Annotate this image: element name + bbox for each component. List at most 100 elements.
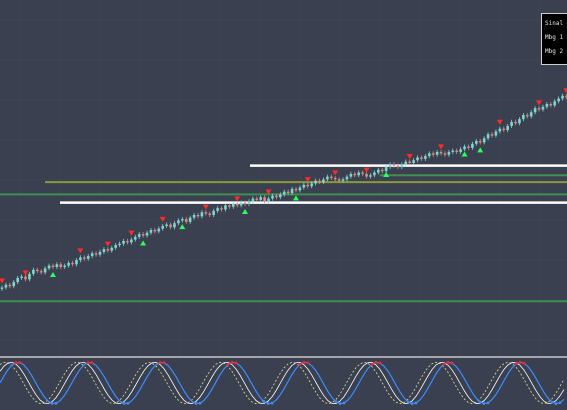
candle-bull — [137, 234, 141, 237]
candle-bear — [141, 234, 145, 236]
oscillator-extreme-dot — [406, 400, 410, 404]
oscillator-panel[interactable] — [0, 356, 567, 410]
candle-bear — [329, 176, 333, 178]
candle-bull — [20, 276, 23, 278]
oscillator-extreme-dot — [522, 361, 526, 365]
candle-bull — [157, 228, 161, 232]
candle-bear — [490, 134, 494, 136]
oscillator-extreme-dot — [162, 361, 166, 365]
oscillator-extreme-dot — [126, 401, 130, 405]
candle-bull — [12, 282, 16, 287]
candle-bear — [408, 161, 411, 163]
candle-bear — [153, 230, 157, 232]
candle-bull — [541, 106, 545, 110]
buy-signal-marker — [461, 151, 468, 157]
candle-bear — [294, 188, 298, 191]
candle-bull — [326, 176, 329, 180]
candle-bull — [486, 134, 490, 139]
candle-bull — [63, 265, 67, 267]
oscillator-extreme-dot — [234, 361, 238, 365]
oscillator-extreme-dot — [158, 361, 162, 364]
sell-signal-marker — [22, 270, 29, 276]
candle-bear — [59, 264, 63, 267]
candle-bear — [525, 115, 529, 117]
signal-markers — [0, 88, 567, 284]
candle-bull — [55, 264, 59, 267]
candle-bull — [447, 151, 451, 155]
candle-bear — [35, 269, 39, 272]
candle-bull — [181, 219, 184, 221]
candle-bear — [318, 180, 321, 183]
candle-bear — [220, 208, 223, 210]
candle-bear — [514, 121, 517, 124]
buy-signal-marker — [242, 209, 249, 215]
legend-mbg1: Mbg 1 = — [545, 34, 567, 41]
candle-bull — [271, 195, 274, 199]
oscillator-extreme-dot — [442, 362, 446, 366]
chart-grid — [0, 0, 567, 356]
candle-bull — [369, 175, 372, 177]
candle-bear — [455, 150, 459, 152]
candle-bull — [247, 201, 251, 205]
candle-bull — [149, 230, 153, 233]
candle-bear — [235, 204, 239, 206]
oscillator-extreme-dot — [486, 401, 490, 405]
candle-bull — [322, 179, 325, 183]
candle-bear — [478, 141, 482, 143]
candle-bull — [267, 198, 270, 202]
candle-bull — [86, 256, 90, 259]
oscillator-extreme-dot — [14, 361, 18, 365]
candle-bull — [110, 247, 114, 251]
candle-bull — [349, 173, 353, 177]
price-chart[interactable] — [0, 0, 567, 356]
candle-bull — [75, 260, 78, 265]
candle-bull — [161, 225, 165, 229]
oscillator-extreme-dot — [478, 400, 482, 404]
candle-bull — [510, 121, 513, 126]
oscillator-fast-line — [0, 361, 565, 405]
candle-bear — [51, 265, 55, 267]
oscillator-extreme-dot — [54, 401, 58, 405]
candle-bear — [204, 212, 208, 214]
candle-bear — [365, 173, 368, 177]
candles — [0, 93, 567, 291]
candle-bear — [126, 240, 129, 243]
buy-signal-marker — [49, 272, 56, 277]
oscillator-extreme-dot — [230, 361, 234, 364]
candle-bull — [475, 141, 478, 144]
candle-bull — [424, 156, 427, 159]
candle-bull — [145, 232, 149, 236]
candle-bull — [122, 240, 125, 244]
oscillator-extreme-dot — [370, 362, 374, 366]
candle-bull — [451, 150, 455, 152]
sell-signal-marker — [496, 119, 503, 125]
candle-bear — [24, 276, 27, 280]
candle-bull — [224, 205, 227, 210]
sell-signal-marker — [406, 153, 413, 159]
oscillator-extreme-dot — [270, 401, 274, 405]
oscillator-extreme-dot — [194, 402, 198, 405]
candle-bull — [416, 157, 419, 161]
oscillator-extreme-dot — [262, 400, 266, 403]
buy-signal-marker — [140, 240, 147, 246]
sell-signal-marker — [563, 88, 567, 94]
candle-bull — [494, 131, 498, 136]
candle-bull — [561, 95, 564, 99]
candle-bear — [255, 198, 259, 200]
oscillator-extreme-dot — [410, 402, 414, 406]
candle-bull — [471, 143, 474, 148]
candle-bull — [192, 214, 196, 218]
candle-bear — [83, 257, 86, 259]
candle-bear — [537, 108, 541, 110]
oscillator-extreme-dot — [302, 361, 306, 364]
candle-bear — [94, 253, 98, 255]
candle-bull — [133, 236, 137, 240]
buy-signal-marker — [383, 172, 390, 178]
candle-bull — [290, 188, 294, 194]
candle-bull — [32, 269, 35, 274]
level-lines — [0, 164, 567, 303]
candle-bear — [337, 179, 341, 181]
candle-bear — [333, 178, 337, 180]
candle-bull — [79, 257, 82, 261]
